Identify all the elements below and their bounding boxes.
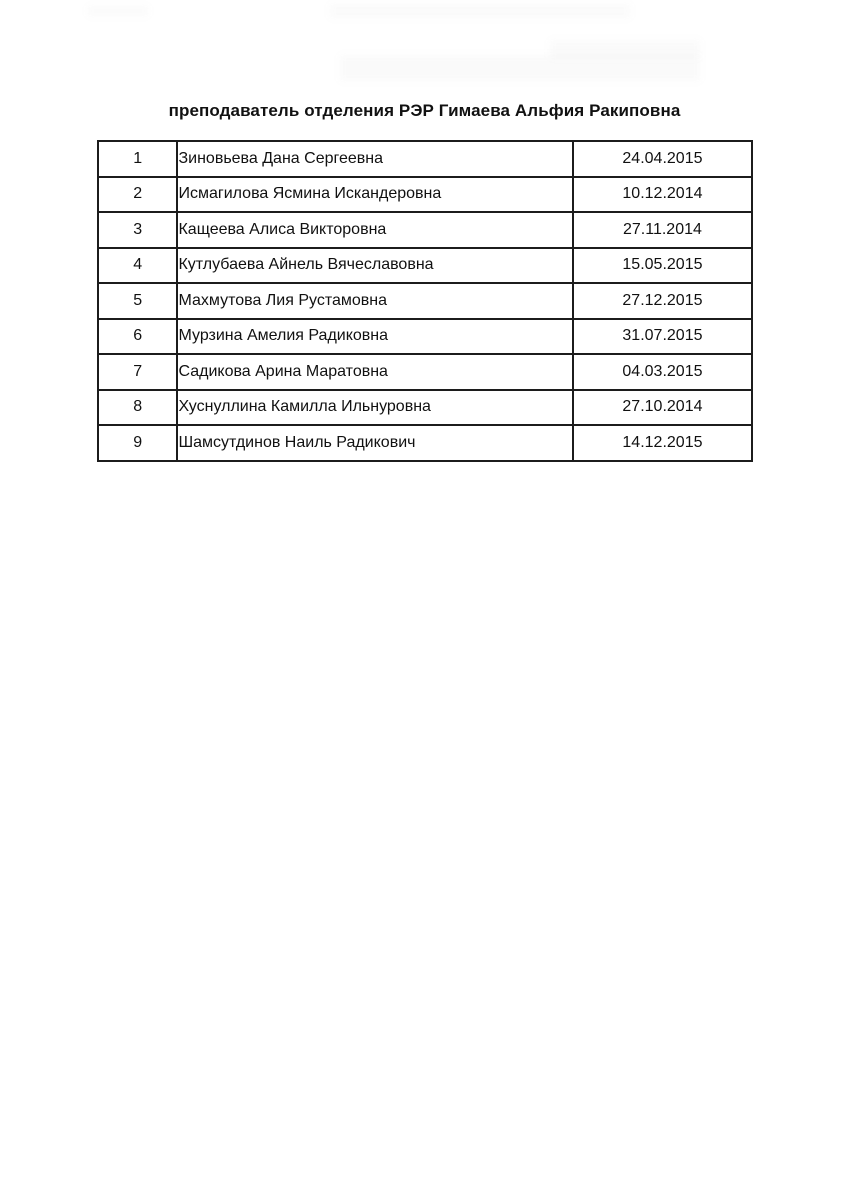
name-cell: Кащеева Алиса Викторовна: [176, 211, 574, 249]
table-row: 6 Мурзина Амелия Радиковна 31.07.2015: [96, 317, 754, 355]
row-number-cell: 2: [96, 175, 179, 213]
table-row: 3 Кащеева Алиса Викторовна 27.11.2014: [96, 211, 754, 249]
date-cell: 10.12.2014: [571, 175, 754, 213]
name-cell: Исмагилова Ясмина Искандеровна: [176, 175, 574, 213]
ghost-artifact: [88, 6, 148, 16]
row-number-cell: 1: [96, 140, 179, 178]
date-cell: 31.07.2015: [571, 317, 754, 355]
row-number-cell: 4: [96, 246, 179, 284]
table-row: 5 Махмутова Лия Рустамовна 27.12.2015: [96, 282, 754, 320]
name-cell: Махмутова Лия Рустамовна: [176, 282, 574, 320]
name-cell: Мурзина Амелия Радиковна: [176, 317, 574, 355]
name-cell: Шамсутдинов Наиль Радикович: [176, 424, 574, 462]
name-cell: Садикова Арина Маратовна: [176, 353, 574, 391]
name-cell: Зиновьева Дана Сергеевна: [176, 140, 574, 178]
row-number-cell: 6: [96, 317, 179, 355]
table-row: 8 Хуснуллина Камилла Ильнуровна 27.10.2014: [96, 388, 754, 426]
date-cell: 15.05.2015: [571, 246, 754, 284]
row-number-cell: 5: [96, 282, 179, 320]
name-cell: Хуснуллина Камилла Ильнуровна: [176, 388, 574, 426]
ghost-artifact: [330, 4, 630, 18]
name-cell: Кутлубаева Айнель Вячеславовна: [176, 246, 574, 284]
table-row: 1 Зиновьева Дана Сергеевна 24.04.2015: [96, 140, 754, 178]
ghost-artifact: [340, 55, 700, 81]
page-title: преподаватель отделения РЭР Гимаева Альф…: [168, 101, 681, 120]
row-number-cell: 8: [96, 388, 179, 426]
row-number-cell: 9: [96, 424, 179, 462]
table-body: 1 Зиновьева Дана Сергеевна 24.04.2015 2 Исма…: [96, 140, 754, 462]
date-cell: 27.12.2015: [571, 282, 754, 320]
table-row: 7 Садикова Арина Маратовна 04.03.2015: [96, 353, 754, 391]
table-row: 4 Кутлубаева Айнель Вячеславовна 15.05.201…: [96, 246, 754, 284]
date-cell: 27.10.2014: [571, 388, 754, 426]
row-number-cell: 3: [96, 211, 179, 249]
date-cell: 24.04.2015: [571, 140, 754, 178]
table-row: 2 Исмагилова Ясмина Искандеровна 10.12.201…: [96, 175, 754, 213]
date-cell: 04.03.2015: [571, 353, 754, 391]
row-number-cell: 7: [96, 353, 179, 391]
student-roster-table: 1 Зиновьева Дана Сергеевна 24.04.2015 2 Исма…: [96, 140, 754, 462]
date-cell: 14.12.2015: [571, 424, 754, 462]
date-cell: 27.11.2014: [571, 211, 754, 249]
table-row: 9 Шамсутдинов Наиль Радикович 14.12.2015: [96, 424, 754, 462]
